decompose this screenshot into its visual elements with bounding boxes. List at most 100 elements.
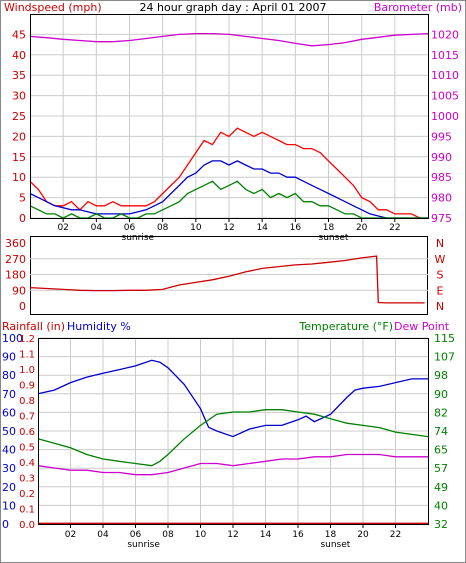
rainfall-tick-label: 0.9 bbox=[19, 381, 35, 392]
panel1-title: 24 hour graph day : April 01 2007 bbox=[140, 1, 327, 14]
x-tick-label: 22 bbox=[390, 530, 401, 540]
barometer-axis-label: Barometer (mb) bbox=[374, 1, 462, 14]
wind-direction-panel-frame bbox=[30, 236, 428, 315]
x-tick-label: 04 bbox=[91, 223, 103, 233]
barometer-tick-label: 975 bbox=[431, 212, 452, 225]
panel1-frame bbox=[30, 14, 429, 219]
x-tick-label: 02 bbox=[65, 530, 76, 540]
dewpoint-axis-label: Dew Point bbox=[394, 320, 450, 333]
x-tick-label: 16 bbox=[290, 223, 302, 233]
sunrise-label: sunrise bbox=[127, 540, 160, 550]
rainfall-tick-label: 0.8 bbox=[19, 396, 35, 407]
barometer-tick-label: 1020 bbox=[431, 28, 459, 41]
humidity-tick-label: 10 bbox=[2, 499, 16, 512]
x-tick-label: 08 bbox=[162, 530, 174, 540]
compass-label: E bbox=[437, 284, 444, 297]
direction-tick-label: 270 bbox=[5, 253, 26, 266]
x-tick-label: 08 bbox=[157, 223, 169, 233]
x-tick-label: 20 bbox=[356, 223, 368, 233]
barometer-tick-label: 995 bbox=[431, 130, 452, 143]
x-tick-label: 14 bbox=[256, 223, 268, 233]
rainfall-tick-label: 0.6 bbox=[19, 427, 35, 438]
direction-tick-label: 90 bbox=[12, 284, 26, 297]
barometer-tick-label: 1000 bbox=[431, 110, 459, 123]
direction-tick-label: 0 bbox=[19, 300, 26, 313]
x-tick-label: 22 bbox=[389, 223, 400, 233]
humidity-tick-label: 20 bbox=[2, 481, 16, 494]
series-line-0 bbox=[29, 127, 428, 219]
rainfall-tick-label: 0.5 bbox=[19, 443, 35, 454]
temperature-tick-label: 98 bbox=[434, 369, 448, 382]
compass-label: N bbox=[436, 300, 444, 313]
humidity-tick-label: 30 bbox=[2, 462, 16, 475]
temperature-tick-label: 32 bbox=[434, 518, 448, 531]
sunset-label: sunset bbox=[319, 233, 349, 243]
temperature-tick-label: 65 bbox=[434, 444, 448, 457]
windspeed-tick-label: 15 bbox=[12, 151, 26, 164]
windspeed-tick-label: 10 bbox=[12, 171, 26, 184]
x-tick-label: 20 bbox=[357, 530, 369, 540]
rainfall-tick-label: 1.0 bbox=[19, 365, 35, 376]
rainfall-tick-label: 1.2 bbox=[19, 334, 35, 345]
temperature-tick-label: 82 bbox=[434, 406, 448, 419]
temperature-tick-label: 115 bbox=[434, 332, 455, 345]
temperature-tick-label: 90 bbox=[434, 388, 448, 401]
x-tick-label: 06 bbox=[130, 530, 142, 540]
compass-label: N bbox=[436, 237, 444, 250]
humidity-tick-label: 90 bbox=[2, 351, 16, 364]
rainfall-tick-label: 0.2 bbox=[19, 489, 35, 500]
temperature-axis-label: Temperature (°F) bbox=[298, 320, 393, 333]
windspeed-tick-label: 30 bbox=[12, 90, 26, 103]
windspeed-tick-label: 20 bbox=[12, 130, 26, 143]
sunset-label: sunset bbox=[320, 540, 350, 550]
temperature-tick-label: 40 bbox=[434, 499, 448, 512]
direction-tick-label: 180 bbox=[5, 269, 26, 282]
x-tick-label: 12 bbox=[223, 223, 234, 233]
temperature-tick-label: 107 bbox=[434, 351, 455, 364]
windspeed-tick-label: 25 bbox=[12, 110, 26, 123]
windspeed-tick-label: 45 bbox=[12, 28, 26, 41]
series-line-1 bbox=[37, 409, 429, 467]
windspeed-tick-label: 5 bbox=[19, 192, 26, 205]
x-tick-label: 06 bbox=[124, 223, 136, 233]
rainfall-tick-label: 0.1 bbox=[19, 505, 35, 516]
windspeed-tick-label: 35 bbox=[12, 69, 26, 82]
humidity-tick-label: 60 bbox=[2, 406, 16, 419]
x-tick-label: 18 bbox=[323, 223, 335, 233]
x-tick-label: 16 bbox=[292, 530, 304, 540]
temperature-tick-label: 57 bbox=[434, 462, 448, 475]
barometer-tick-label: 990 bbox=[431, 151, 452, 164]
barometer-tick-label: 980 bbox=[431, 192, 452, 205]
barometer-tick-label: 985 bbox=[431, 171, 452, 184]
temperature-tick-label: 49 bbox=[434, 481, 448, 494]
x-tick-label: 10 bbox=[190, 223, 202, 233]
sunrise-label: sunrise bbox=[122, 233, 155, 243]
series-line-2 bbox=[37, 453, 428, 476]
windspeed-tick-label: 40 bbox=[12, 49, 26, 62]
barometer-tick-label: 1005 bbox=[431, 90, 459, 103]
series-line-0 bbox=[37, 359, 428, 438]
humidity-tick-label: 100 bbox=[2, 332, 23, 345]
x-tick-label: 14 bbox=[260, 530, 272, 540]
compass-label: S bbox=[437, 269, 444, 282]
rainfall-tick-label: 0.7 bbox=[19, 412, 35, 423]
direction-tick-label: 360 bbox=[5, 237, 26, 250]
rainfall-tick-label: 0.4 bbox=[19, 458, 35, 469]
humidity-tick-label: 50 bbox=[2, 425, 16, 438]
x-tick-label: 04 bbox=[97, 530, 109, 540]
direction-line-0 bbox=[29, 255, 425, 304]
rainfall-tick-label: 0.0 bbox=[19, 520, 35, 531]
x-tick-label: 10 bbox=[195, 530, 207, 540]
x-tick-label: 18 bbox=[325, 530, 337, 540]
series-line-3 bbox=[29, 32, 429, 47]
humidity-tick-label: 0 bbox=[2, 518, 9, 531]
panel3-frame bbox=[38, 338, 429, 525]
barometer-tick-label: 1015 bbox=[431, 49, 459, 62]
x-tick-label: 12 bbox=[227, 530, 238, 540]
humidity-tick-label: 80 bbox=[2, 369, 16, 382]
rainfall-axis-label: Rainfall (in) bbox=[2, 320, 65, 333]
x-tick-label: 02 bbox=[57, 223, 68, 233]
humidity-tick-label: 40 bbox=[2, 444, 16, 457]
compass-label: W bbox=[435, 253, 446, 266]
